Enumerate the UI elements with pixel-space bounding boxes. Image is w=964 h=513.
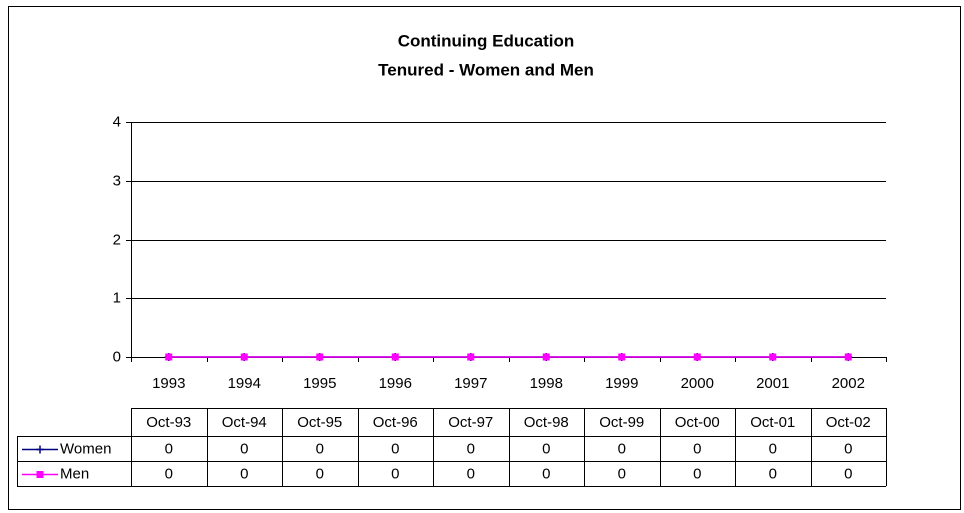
table-header: Oct-93	[146, 414, 191, 431]
table-value: 0	[391, 465, 399, 482]
x-tick-label: 1999	[605, 375, 638, 392]
table-value: 0	[240, 465, 248, 482]
y-tick-label: 2	[113, 231, 121, 248]
legend-label: Men	[60, 465, 89, 482]
marker	[240, 353, 248, 361]
marker	[165, 353, 173, 361]
x-tick-label: 1997	[454, 375, 487, 392]
marker	[36, 445, 44, 454]
table-value: 0	[693, 440, 701, 457]
marker	[391, 353, 399, 361]
x-tick-label: 1995	[303, 375, 336, 392]
marker	[542, 353, 550, 361]
table-header: Oct-98	[524, 414, 569, 431]
x-tick-label: 1998	[530, 375, 563, 392]
table-value: 0	[769, 465, 777, 482]
table-header: Oct-95	[297, 414, 342, 431]
marker	[467, 353, 475, 361]
chart-frame	[8, 6, 961, 510]
table-value: 0	[542, 440, 550, 457]
table-value: 0	[316, 465, 324, 482]
x-tick-label: 1993	[152, 375, 185, 392]
table-value: 0	[844, 440, 852, 457]
x-tick-label: 1994	[228, 375, 261, 392]
y-tick-label: 0	[113, 348, 121, 365]
legend-label: Women	[60, 440, 111, 457]
table-value: 0	[769, 440, 777, 457]
table-header: Oct-00	[675, 414, 720, 431]
table-value: 0	[240, 440, 248, 457]
table-header: Oct-99	[599, 414, 644, 431]
marker	[618, 353, 626, 361]
y-tick-label: 3	[113, 172, 121, 189]
y-tick-label: 1	[113, 289, 121, 306]
marker	[693, 353, 701, 361]
marker	[769, 353, 777, 361]
table-value: 0	[618, 465, 626, 482]
table-value: 0	[391, 440, 399, 457]
table-value: 0	[165, 440, 173, 457]
table-value: 0	[542, 465, 550, 482]
table-header: Oct-02	[826, 414, 871, 431]
chart-subtitle: Tenured - Women and Men	[378, 60, 594, 79]
x-tick-label: 2000	[681, 375, 714, 392]
marker	[844, 353, 852, 361]
table-value: 0	[618, 440, 626, 457]
table-value: 0	[467, 465, 475, 482]
table-value: 0	[165, 465, 173, 482]
table-header: Oct-94	[222, 414, 267, 431]
x-tick-label: 2001	[756, 375, 789, 392]
y-tick-label: 4	[113, 113, 121, 130]
table-value: 0	[693, 465, 701, 482]
table-header: Oct-97	[448, 414, 493, 431]
marker	[316, 353, 324, 361]
table-value: 0	[316, 440, 324, 457]
x-tick-label: 1996	[379, 375, 412, 392]
table-header: Oct-01	[750, 414, 795, 431]
x-tick-label: 2002	[832, 375, 865, 392]
table-header: Oct-96	[373, 414, 418, 431]
table-value: 0	[467, 440, 475, 457]
chart-title: Continuing Education	[398, 31, 575, 50]
table-value: 0	[844, 465, 852, 482]
marker	[36, 471, 44, 478]
